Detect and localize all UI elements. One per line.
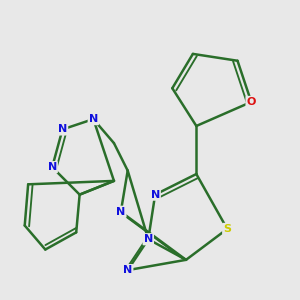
Text: N: N (116, 207, 125, 217)
Text: N: N (151, 190, 160, 200)
Text: N: N (144, 234, 153, 244)
Text: N: N (89, 114, 98, 124)
Text: S: S (223, 224, 231, 234)
Text: N: N (58, 124, 67, 134)
Text: N: N (123, 265, 132, 275)
Text: N: N (48, 162, 57, 172)
Text: O: O (247, 97, 256, 107)
